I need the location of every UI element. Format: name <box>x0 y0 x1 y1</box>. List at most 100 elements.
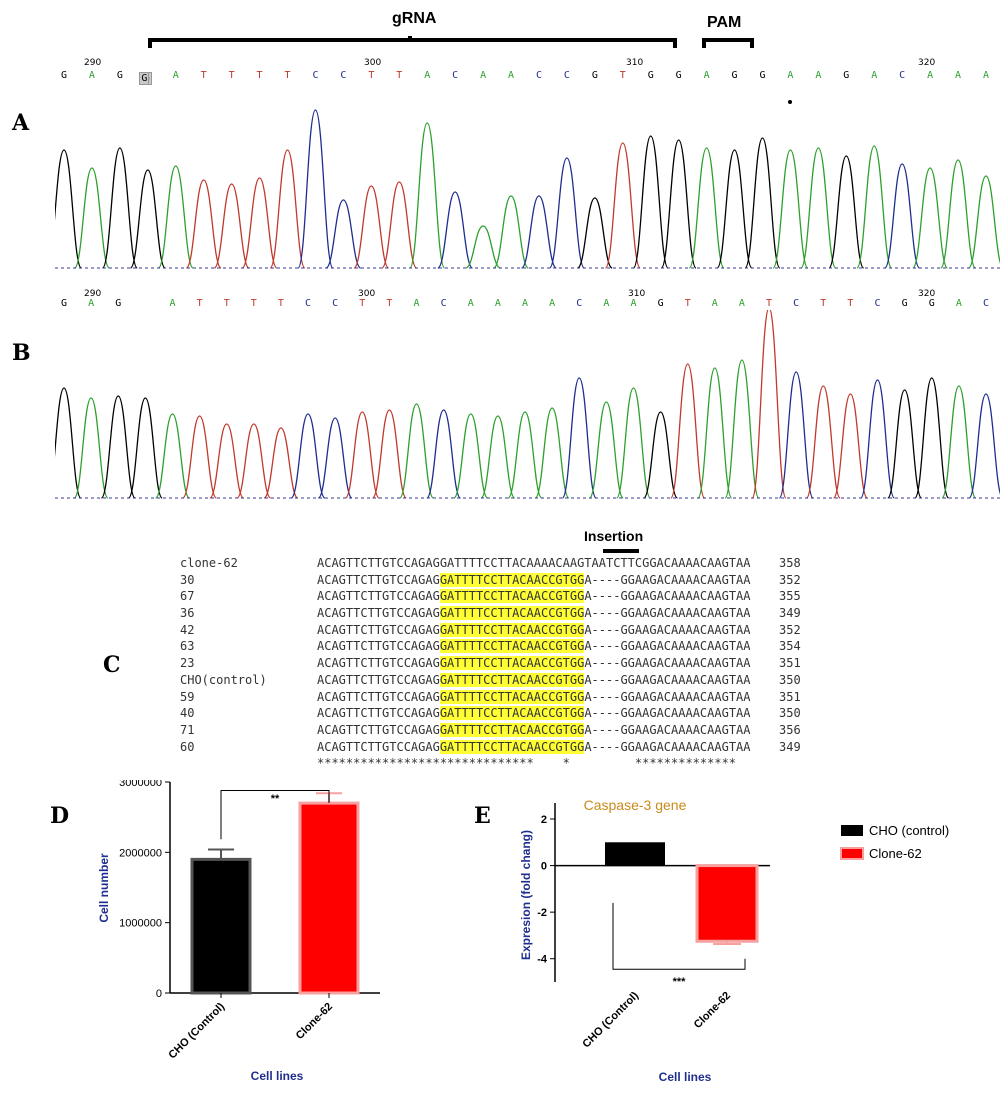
significance-bracket <box>612 902 746 970</box>
marker-dot <box>788 100 792 104</box>
alignment-row-sequence: ACAGTTCTTGTCCAGAGGATTTTCCTTACAACCGTGGA--… <box>317 656 751 671</box>
trace-a-base-10: C <box>340 70 347 81</box>
trace-b-base-2: G <box>115 298 122 309</box>
trace-a-peak-11 <box>353 185 390 269</box>
alignment-row-name: 71 <box>180 722 195 737</box>
trace-a-pos-300: 300 <box>364 58 382 68</box>
trace-a-base-25: G <box>759 70 766 81</box>
trace-b-base-5: T <box>196 298 203 309</box>
trace-b-peak-24 <box>697 367 733 499</box>
trace-b-base-7: T <box>250 298 257 309</box>
trace-a-base-5: T <box>200 70 207 81</box>
trace-a-base-18: C <box>563 70 570 81</box>
alignment-row-sequence: ACAGTTCTTGTCCAGAGGATTTTCCTTACAACCGTGGA--… <box>317 672 751 687</box>
trace-b-base-19: C <box>576 298 583 309</box>
trace-b-peak-27 <box>778 371 814 499</box>
y-tick-label: 0 <box>541 861 547 873</box>
sequence-prefix: ACAGTTCTTGTCCAGAGGATTTTCCTTACAAAACAAGTAA… <box>317 556 751 570</box>
grna-highlight: GATTTTCCTTACAACCGTGG <box>439 622 585 637</box>
trace-b-pos-290: 290 <box>84 289 102 299</box>
sequence-suffix: A----GGAAGACAAAACAAGTAA <box>584 722 751 737</box>
trace-a-peak-4 <box>157 165 194 269</box>
trace-b-peak-5 <box>182 415 218 499</box>
trace-b-base-25: A <box>738 298 745 309</box>
trace-b-base-11: T <box>359 298 366 309</box>
trace-b-base-15: A <box>467 298 474 309</box>
trace-a-base-21: G <box>647 70 654 81</box>
trace-b-base-1: A <box>88 298 95 309</box>
alignment-row-sequence: ACAGTTCTTGTCCAGAGGATTTTCCTTACAACCGTGGA--… <box>317 572 751 587</box>
alignment-row-sequence: ACAGTTCTTGTCCAGAGGATTTTCCTTACAACCGTGGA--… <box>317 622 751 637</box>
trace-b-peak-34 <box>968 393 1000 499</box>
trace-a-peak-1 <box>73 167 110 269</box>
trace-a-peak-9 <box>297 109 334 269</box>
trace-a-peak-28 <box>828 155 865 269</box>
sequence-prefix: ACAGTTCTTGTCCAGAG <box>317 739 440 754</box>
trace-b-base-0: G <box>60 298 68 309</box>
significance-label: ** <box>271 793 280 805</box>
trace-b-base-28: T <box>820 298 827 309</box>
trace-a-base-4: A <box>172 70 179 81</box>
trace-a-peak-5 <box>185 179 222 269</box>
trace-b-peak-25 <box>724 359 760 499</box>
trace-a-peak-18 <box>548 157 585 269</box>
trace-a-peak-7 <box>241 177 278 269</box>
x-tick-label: CHO (Control) <box>166 1000 227 1061</box>
panel-letter-a: A <box>12 110 30 136</box>
trace-b-peak-28 <box>805 385 841 499</box>
legend-swatch-1 <box>840 847 864 860</box>
trace-b-peak-20 <box>588 401 624 499</box>
trace-b-base-3: G <box>139 72 150 85</box>
pam-label: PAM <box>707 14 742 31</box>
trace-a-peak-19 <box>576 197 613 269</box>
trace-a-peak-15 <box>465 225 501 269</box>
trace-a-peak-24 <box>716 149 753 269</box>
alignment-row-name: 59 <box>180 689 195 704</box>
grna-highlight: GATTTTCCTTACAACCGTGG <box>439 739 585 754</box>
trace-b-base-34: C <box>982 298 990 309</box>
sequence-prefix: ACAGTTCTTGTCCAGAG <box>317 689 440 704</box>
alignment-row-sequence: ACAGTTCTTGTCCAGAGGATTTTCCTTACAACCGTGGA--… <box>317 606 751 621</box>
trace-a-base-19: G <box>591 70 598 81</box>
y-tick-label: 2000000 <box>119 847 162 859</box>
alignment-row-name: clone-62 <box>180 556 238 570</box>
trace-b-base-30: C <box>874 298 881 309</box>
trace-b-base-4: A <box>169 298 176 309</box>
trace-a-base-31: A <box>927 70 934 81</box>
trace-a-base-1: A <box>88 70 95 81</box>
trace-a-pos-290: 290 <box>84 58 102 68</box>
alignment-row-name: 36 <box>180 606 195 621</box>
alignment-row-name: 63 <box>180 639 195 654</box>
trace-b-base-13: A <box>413 298 420 309</box>
trace-b-base-20: A <box>603 298 610 309</box>
trace-b-peak-10 <box>317 417 353 499</box>
alignment-row-sequence: ACAGTTCTTGTCCAGAGGATTTTCCTTACAACCGTGGA--… <box>317 639 751 654</box>
alignment-row-sequence: ACAGTTCTTGTCCAGAGGATTTTCCTTACAACCGTGGA--… <box>317 739 751 754</box>
trace-a-base-9: C <box>312 70 319 81</box>
alignment-row-length: 358 <box>779 556 801 570</box>
trace-b-base-22: G <box>657 298 664 309</box>
trace-a-peak-6 <box>213 183 250 269</box>
trace-a-base-29: A <box>871 70 878 81</box>
trace-a-base-32: A <box>955 70 962 81</box>
trace-b-peak-22 <box>643 411 679 499</box>
significance-bracket <box>220 790 330 840</box>
grna-highlight: GATTTTCCTTACAACCGTGG <box>439 639 585 654</box>
trace-a-base-20: T <box>619 70 626 81</box>
alignment-row-length: 356 <box>779 722 801 737</box>
trace-b-base-27: C <box>793 298 800 309</box>
trace-a-peak-3 <box>129 169 166 269</box>
alignment-row-length: 355 <box>779 589 801 604</box>
chart-title: Caspase-3 gene <box>584 797 687 813</box>
bar-0 <box>190 857 252 995</box>
trace-b-peak-16 <box>480 415 516 499</box>
trace-b-peak-0 <box>55 387 82 499</box>
trace-b-peak-17 <box>507 411 543 499</box>
alignment-row-name: 30 <box>180 572 195 587</box>
trace-a-base-17: C <box>535 70 542 81</box>
trace-a-base-27: A <box>815 70 822 81</box>
sequence-prefix: ACAGTTCTTGTCCAGAG <box>317 656 440 671</box>
trace-b-peak-9 <box>290 413 326 499</box>
trace-b-base-18: A <box>549 298 556 309</box>
alignment-row-length: 351 <box>779 656 801 671</box>
